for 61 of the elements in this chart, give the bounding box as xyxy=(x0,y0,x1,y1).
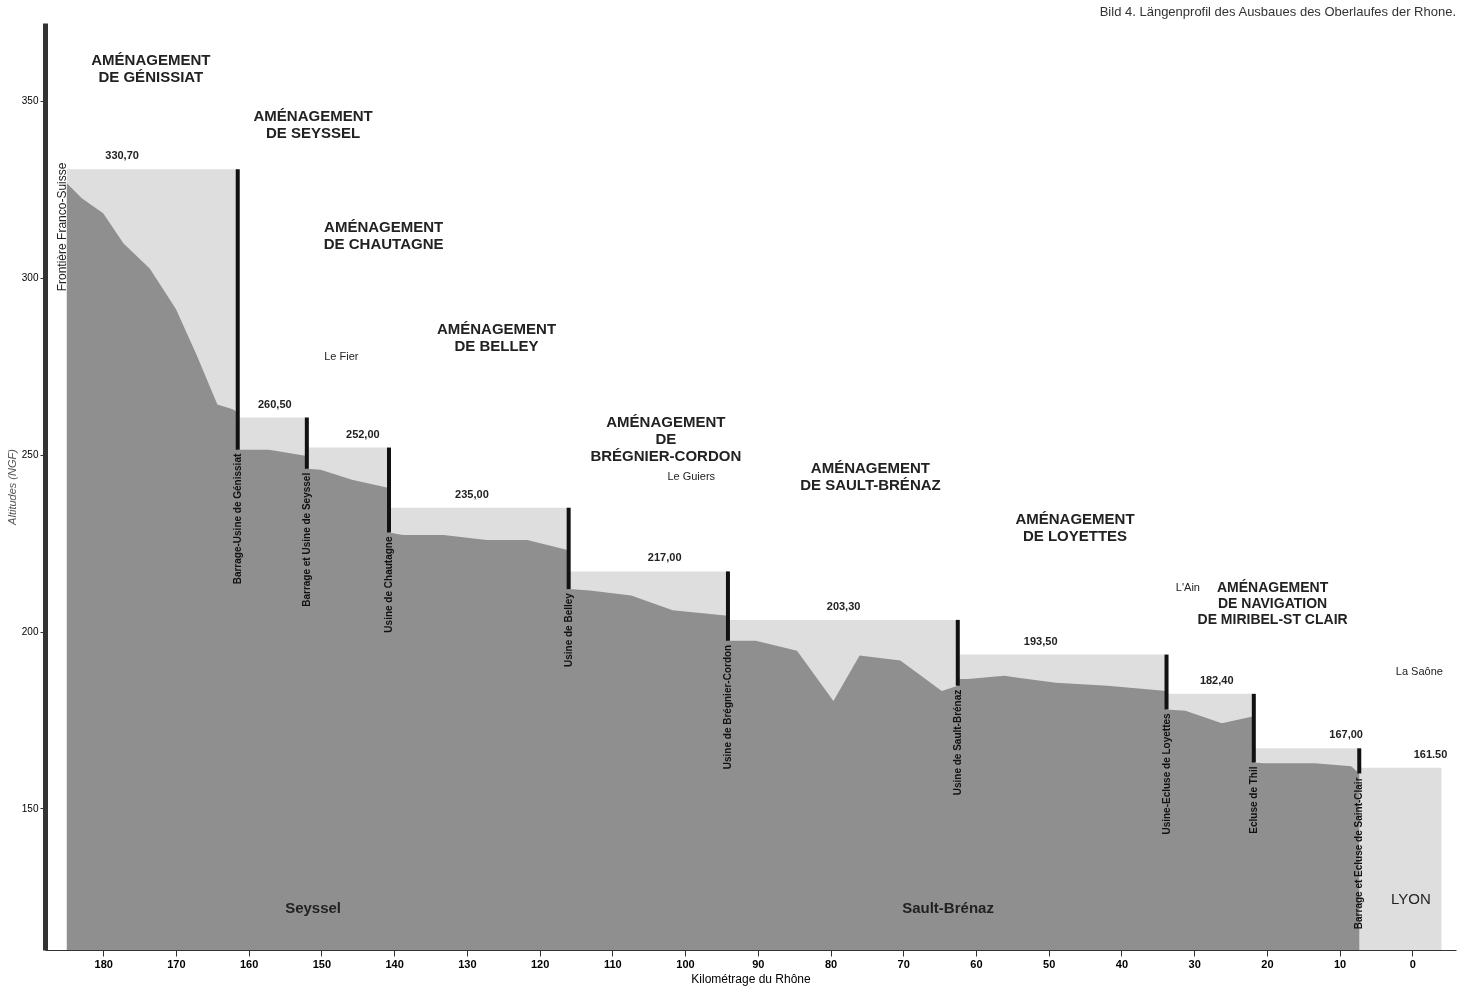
annotation: Frontière Franco-Suisse xyxy=(54,162,69,292)
x-tick-label: 180 xyxy=(94,957,113,970)
x-tick-label: 0 xyxy=(1409,957,1416,970)
annotation: LYON xyxy=(1390,890,1431,908)
ref-line-label: Usine de Brégnier-Cordon xyxy=(721,644,733,770)
annotation: Sault-Brénaz xyxy=(902,899,994,917)
annotation: AMÉNAGEMENT DE SEYSSEL xyxy=(253,106,373,141)
x-tick-label: 60 xyxy=(970,957,983,970)
ref-line-label: Barrage et Ecluse de Saint-Clair xyxy=(1353,777,1365,930)
x-tick-label: 50 xyxy=(1043,957,1056,970)
y-tick-label: 200 xyxy=(21,626,39,638)
x-axis-title: Kilométrage du Rhône xyxy=(691,971,812,986)
annotation: 260,50 xyxy=(258,397,292,410)
ref-line-label: Usine-Ecluse de Loyettes xyxy=(1160,712,1172,835)
x-tick-label: 160 xyxy=(239,957,259,970)
x-tick-label: 150 xyxy=(312,957,332,970)
y-tick-label: 150 xyxy=(21,802,39,814)
annotation: 203,30 xyxy=(826,599,861,612)
y-tick-label: 300 xyxy=(21,272,39,284)
ref-line-label: Ecluse de Thil xyxy=(1247,766,1259,834)
x-tick-label: 80 xyxy=(824,957,838,970)
annotation: L'Ain xyxy=(1175,581,1200,594)
annotation: AMÉNAGEMENT DE BELLEY xyxy=(436,319,557,354)
annotation: AMÉNAGEMENT DE GÉNISSIAT xyxy=(91,51,211,86)
ref-line-label: Usine de Chautagne xyxy=(383,536,395,633)
annotation: AMÉNAGEMENT DE LOYETTES xyxy=(1015,509,1135,544)
y-tick-label: 250 xyxy=(21,449,39,461)
x-tick-label: 40 xyxy=(1115,957,1129,970)
y-axis-title: Altitudes (NGF) xyxy=(5,448,18,526)
annotation: Seyssel xyxy=(285,899,342,917)
x-tick-label: 140 xyxy=(385,957,404,970)
annotation: 167,00 xyxy=(1329,728,1363,741)
x-tick-label: 110 xyxy=(603,957,622,970)
x-tick-label: 100 xyxy=(676,957,695,970)
x-tick-label: 170 xyxy=(167,957,186,970)
annotation: AMÉNAGEMENT DE CHAUTAGNE xyxy=(323,217,444,252)
x-tick-label: 30 xyxy=(1188,957,1201,970)
ref-line-label: Usine de Belley xyxy=(562,592,574,668)
x-tick-label: 120 xyxy=(530,957,550,970)
y-tick-label: 350 xyxy=(21,95,39,107)
annotation: AMÉNAGEMENT DE BRÉGNIER-CORDON xyxy=(590,412,742,464)
x-tick-label: 90 xyxy=(752,957,765,970)
annotation: Le Fier xyxy=(324,349,359,362)
annotation: 252,00 xyxy=(346,427,380,440)
annotation: Le Guiers xyxy=(667,470,716,483)
annotation: 330,70 xyxy=(105,149,139,162)
annotation: 182,40 xyxy=(1199,673,1234,686)
annotation: 235,00 xyxy=(455,487,489,500)
ref-line-label: Barrage-Usine de Génissiat xyxy=(231,453,243,585)
x-tick-label: 130 xyxy=(458,957,477,970)
ref-line-label: Usine de Sault-Brénaz xyxy=(951,689,963,796)
ref-line-label: Barrage et Usine de Seyssel xyxy=(300,472,312,607)
annotation: 217,00 xyxy=(647,551,682,564)
chart-title: Bild 4. Längenprofil des Ausbaues des Oberlaufes der Rhone. xyxy=(1099,4,1456,19)
x-tick-label: 20 xyxy=(1261,957,1274,970)
annotation: 193,50 xyxy=(1023,634,1058,647)
x-tick-label: 70 xyxy=(897,957,910,970)
x-tick-label: 10 xyxy=(1334,957,1347,970)
annotation: 161.50 xyxy=(1413,747,1448,760)
annotation: La Saône xyxy=(1395,664,1443,677)
annotation: AMÉNAGEMENT DE SAULT-BRÉNAZ xyxy=(800,458,941,493)
